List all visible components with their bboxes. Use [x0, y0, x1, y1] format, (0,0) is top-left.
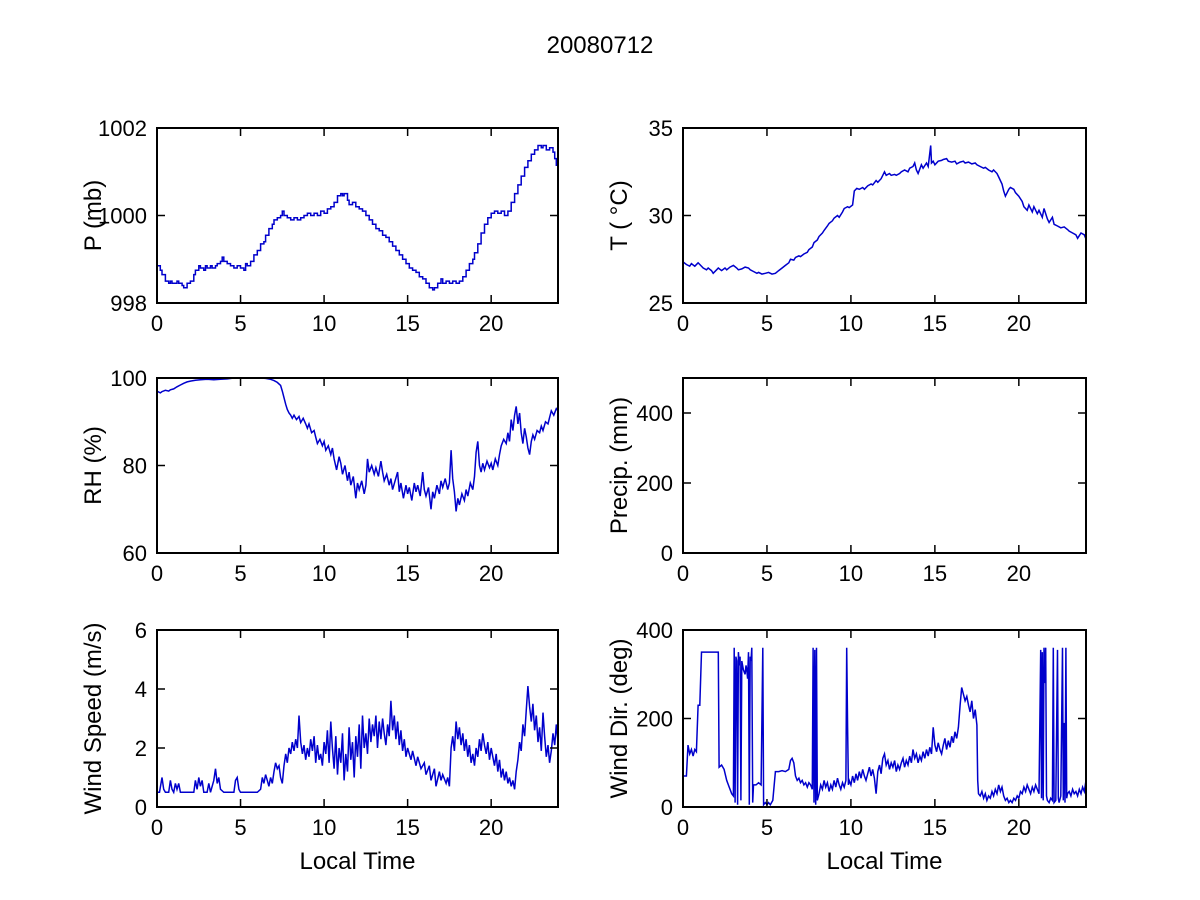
humidity-y-tick-label: 60 — [123, 541, 147, 566]
temperature-axes-box — [682, 127, 1087, 304]
temperature-plot: 0 5 10 15 20 25 30 35 T ( °C) — [606, 116, 1087, 336]
wind-direction-axes-box — [682, 629, 1087, 808]
precipitation-x-tick-label: 20 — [1007, 561, 1031, 586]
temperature-y-tick-label: 35 — [649, 116, 673, 141]
wind-speed-x-tick-label: 5 — [234, 815, 246, 840]
wind-speed-y-tick-label: 0 — [135, 795, 147, 820]
humidity-x-tick-label: 20 — [479, 561, 503, 586]
wind-speed-y-tick-label: 2 — [135, 736, 147, 761]
wind-direction-y-tick-label: 0 — [661, 795, 673, 820]
precipitation-y-tick-label: 400 — [636, 401, 673, 426]
wind-speed-y-tick-label: 4 — [135, 677, 147, 702]
temperature-y-tick-label: 25 — [649, 291, 673, 316]
precipitation-panel: 0 5 10 15 20 0 200 400 Precip. (mm) — [583, 343, 1106, 648]
humidity-y-tick-label: 80 — [123, 454, 147, 479]
precipitation-x-tick-label: 10 — [839, 561, 863, 586]
wind-speed-plot: 0 5 10 15 20 0 2 4 6 Wind Speed (m/s) Local Time — [80, 618, 559, 875]
wind-speed-x-tick-label: 10 — [312, 815, 336, 840]
temperature-x-tick-label: 10 — [839, 311, 863, 336]
wind-direction-y-axis-label: Wind Dir. (deg) — [606, 638, 633, 798]
wind-direction-x-axis-label: Local Time — [826, 848, 942, 875]
pressure-y-tick-label: 998 — [110, 291, 147, 316]
pressure-x-tick-label: 20 — [479, 311, 503, 336]
wind-speed-x-tick-label: 0 — [151, 815, 163, 840]
pressure-plot: 0 5 10 15 20 998 1000 1002 P (mb) — [80, 116, 559, 336]
humidity-plot: 0 5 10 15 20 60 80 100 RH (%) — [80, 366, 559, 586]
precipitation-y-tick-label: 0 — [661, 541, 673, 566]
temperature-x-tick-label: 5 — [761, 311, 773, 336]
humidity-x-tick-label: 0 — [151, 561, 163, 586]
wind-direction-x-tick-label: 20 — [1007, 815, 1031, 840]
wind-speed-x-tick-label: 20 — [479, 815, 503, 840]
humidity-series-line — [156, 377, 559, 512]
pressure-y-tick-label: 1002 — [98, 116, 147, 141]
figure-title: 20080712 — [546, 32, 654, 59]
precipitation-y-tick-label: 200 — [636, 471, 673, 496]
wind-speed-axes-box — [156, 629, 559, 808]
wind-direction-panel: 0 5 10 15 20 0 200 400 Wind Dir. (deg) Local Time — [583, 595, 1106, 900]
wind-direction-y-tick-label: 400 — [636, 618, 673, 643]
wind-speed-y-tick-label: 6 — [135, 618, 147, 643]
wind-direction-x-tick-label: 10 — [839, 815, 863, 840]
temperature-series-line — [682, 145, 1087, 275]
precipitation-x-tick-label: 0 — [677, 561, 689, 586]
humidity-y-tick-label: 100 — [110, 366, 147, 391]
humidity-y-axis-label: RH (%) — [80, 426, 107, 505]
precipitation-x-tick-label: 15 — [923, 561, 947, 586]
precipitation-x-tick-label: 5 — [761, 561, 773, 586]
humidity-x-tick-label: 5 — [234, 561, 246, 586]
pressure-panel: 0 5 10 15 20 998 1000 1002 P (mb) — [57, 93, 578, 398]
pressure-x-tick-label: 5 — [234, 311, 246, 336]
humidity-panel: 0 5 10 15 20 60 80 100 RH (%) — [57, 343, 578, 648]
wind-direction-x-tick-label: 15 — [923, 815, 947, 840]
wind-direction-series-line — [683, 647, 1087, 807]
temperature-y-tick-label: 30 — [649, 204, 673, 229]
wind-speed-x-axis-label: Local Time — [299, 848, 415, 875]
wind-speed-x-tick-label: 15 — [395, 815, 419, 840]
wind-speed-panel: 0 5 10 15 20 0 2 4 6 Wind Speed (m/s) Local Time — [57, 595, 578, 900]
temperature-y-axis-label: T ( °C) — [606, 180, 633, 250]
pressure-y-tick-label: 1000 — [98, 204, 147, 229]
pressure-axes-box — [156, 127, 559, 304]
pressure-y-axis-label: P (mb) — [80, 180, 107, 252]
temperature-panel: 0 5 10 15 20 25 30 35 T ( °C) — [583, 93, 1106, 398]
wind-speed-y-axis-label: Wind Speed (m/s) — [80, 622, 107, 814]
temperature-x-tick-label: 15 — [923, 311, 947, 336]
pressure-series-line — [157, 144, 559, 291]
humidity-x-tick-label: 10 — [312, 561, 336, 586]
precipitation-axes-box — [682, 377, 1087, 554]
precipitation-y-axis-label: Precip. (mm) — [606, 397, 633, 534]
wind-direction-y-tick-label: 200 — [636, 707, 673, 732]
pressure-x-tick-label: 0 — [151, 311, 163, 336]
pressure-x-tick-label: 15 — [395, 311, 419, 336]
humidity-x-tick-label: 15 — [395, 561, 419, 586]
wind-direction-x-tick-label: 0 — [677, 815, 689, 840]
temperature-x-tick-label: 20 — [1007, 311, 1031, 336]
wind-speed-series-line — [157, 686, 559, 795]
temperature-x-tick-label: 0 — [677, 311, 689, 336]
wind-direction-x-tick-label: 5 — [761, 815, 773, 840]
pressure-x-tick-label: 10 — [312, 311, 336, 336]
